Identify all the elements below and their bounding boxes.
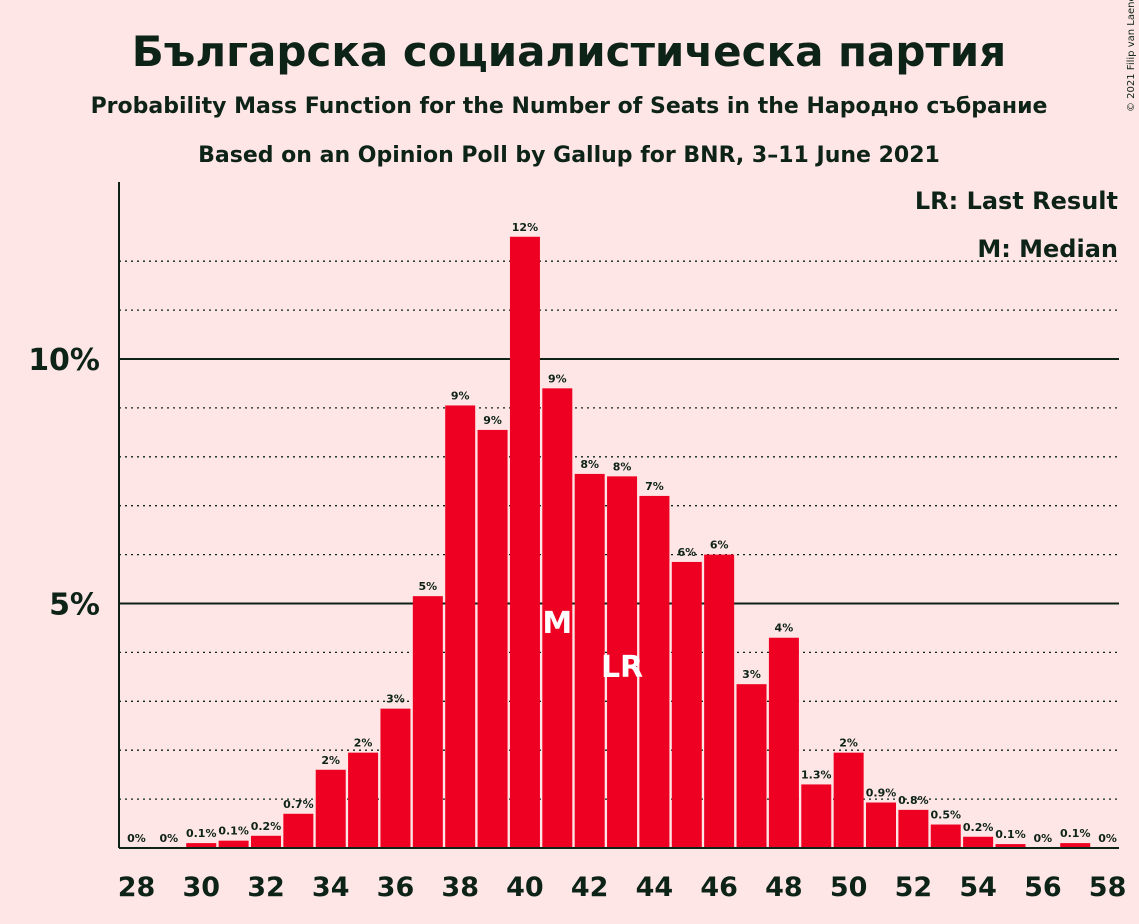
chart-subtitle: Probability Mass Function for the Number…: [91, 94, 1048, 119]
data-label-seat-38: 9%: [451, 389, 470, 402]
x-tick-label: 40: [506, 872, 544, 903]
bar-seat-41: [542, 388, 573, 848]
data-label-seat-40: 12%: [512, 221, 538, 234]
bar-seat-53: [930, 824, 961, 848]
bar-seat-50: [833, 752, 864, 848]
data-label-seat-30: 0.1%: [186, 827, 217, 840]
x-axis-ticks: 28 30 32 34 36 38 40 42 44 46 48 50 52 54 56 58: [118, 872, 1127, 903]
x-tick-label: 38: [441, 872, 479, 903]
data-label-seat-48: 4%: [775, 622, 794, 635]
x-tick-label: 42: [571, 872, 609, 903]
data-label-seat-50: 2%: [839, 737, 858, 750]
x-tick-label: 50: [830, 872, 868, 903]
bar-seat-31: [218, 840, 249, 848]
x-tick-label: 58: [1089, 872, 1127, 903]
y-axis-ticks: 5% 10%: [28, 343, 100, 623]
bar-seat-54: [963, 836, 994, 848]
last-result-marker: LR: [601, 650, 643, 685]
median-marker: M: [542, 606, 572, 641]
data-labels: 0% 0% 0.1% 0.1% 0.2%0.7%2%2%3%5%9%9%12%9%8% 8…: [127, 221, 1117, 845]
bar-seat-52: [898, 809, 929, 848]
bar-seat-42: [574, 473, 605, 848]
x-tick-label: 44: [636, 872, 674, 903]
bar-seat-36: [380, 708, 411, 848]
x-tick-label: 52: [895, 872, 933, 903]
bar-seat-47: [736, 684, 767, 848]
data-label-seat-56: 0%: [1034, 832, 1053, 845]
bar-seat-46: [704, 554, 735, 848]
data-label-seat-47: 3%: [742, 668, 761, 681]
data-label-seat-57: 0.1%: [1060, 827, 1091, 840]
y-tick-label: 10%: [28, 343, 100, 378]
bar-seat-37: [412, 596, 443, 848]
x-tick-label: 34: [312, 872, 350, 903]
x-tick-label: 46: [700, 872, 738, 903]
data-label-seat-39: 9%: [483, 414, 502, 427]
data-label-seat-55: 0.1%: [995, 828, 1026, 841]
bar-seat-32: [250, 835, 281, 848]
data-label-seat-42: 8%: [580, 458, 599, 471]
legend-last-result: LR: Last Result: [915, 187, 1118, 215]
bar-seat-43: [607, 476, 638, 848]
bar-seat-38: [445, 405, 476, 848]
data-label-seat-32: 0.2%: [251, 820, 282, 833]
data-label-seat-29: 0%: [160, 832, 179, 845]
x-tick-label: 56: [1024, 872, 1062, 903]
data-label-seat-44: 7%: [645, 480, 664, 493]
x-tick-label: 32: [247, 872, 285, 903]
bar-seat-39: [477, 429, 508, 848]
data-label-seat-53: 0.5%: [930, 809, 961, 822]
x-tick-label: 30: [182, 872, 220, 903]
data-label-seat-37: 5%: [418, 580, 437, 593]
x-tick-label: 28: [118, 872, 156, 903]
data-label-seat-52: 0.8%: [898, 794, 929, 807]
data-label-seat-28: 0%: [127, 832, 146, 845]
chart-subtitle-poll: Based on an Opinion Poll by Gallup for B…: [198, 143, 940, 168]
data-label-seat-33: 0.7%: [283, 798, 314, 811]
data-label-seat-58: 0%: [1098, 832, 1117, 845]
bar-seat-48: [768, 637, 799, 848]
y-tick-label: 5%: [49, 588, 100, 623]
bar-seat-51: [866, 802, 897, 848]
bar-seat-30: [186, 843, 217, 848]
bar-seat-57: [1060, 843, 1091, 848]
data-label-seat-41: 9%: [548, 372, 567, 385]
legend-median: M: Median: [977, 235, 1118, 263]
x-tick-label: 48: [765, 872, 803, 903]
data-label-seat-45: 6%: [677, 546, 696, 559]
data-label-seat-36: 3%: [386, 693, 405, 706]
data-label-seat-43: 8%: [613, 460, 632, 473]
bar-seat-55: [995, 844, 1026, 848]
x-tick-label: 36: [377, 872, 415, 903]
bar-seat-49: [801, 784, 832, 848]
data-label-seat-51: 0.9%: [866, 787, 897, 800]
data-label-seat-31: 0.1%: [218, 825, 249, 838]
bar-seat-35: [348, 752, 379, 848]
bars: [186, 236, 1091, 848]
data-label-seat-46: 6%: [710, 539, 729, 552]
bar-seat-34: [315, 769, 346, 848]
data-label-seat-49: 1.3%: [801, 768, 832, 781]
chart-title: Българска социалистическа партия: [132, 27, 1006, 76]
data-label-seat-54: 0.2%: [963, 821, 994, 834]
copyright-notice: © 2021 Filip van Laenen: [1126, 0, 1137, 112]
bar-seat-44: [639, 495, 670, 848]
x-tick-label: 54: [959, 872, 997, 903]
bar-seat-40: [509, 236, 540, 848]
data-label-seat-35: 2%: [354, 737, 373, 750]
data-label-seat-34: 2%: [321, 754, 340, 767]
bar-seat-33: [283, 813, 314, 848]
bar-seat-45: [671, 561, 702, 848]
